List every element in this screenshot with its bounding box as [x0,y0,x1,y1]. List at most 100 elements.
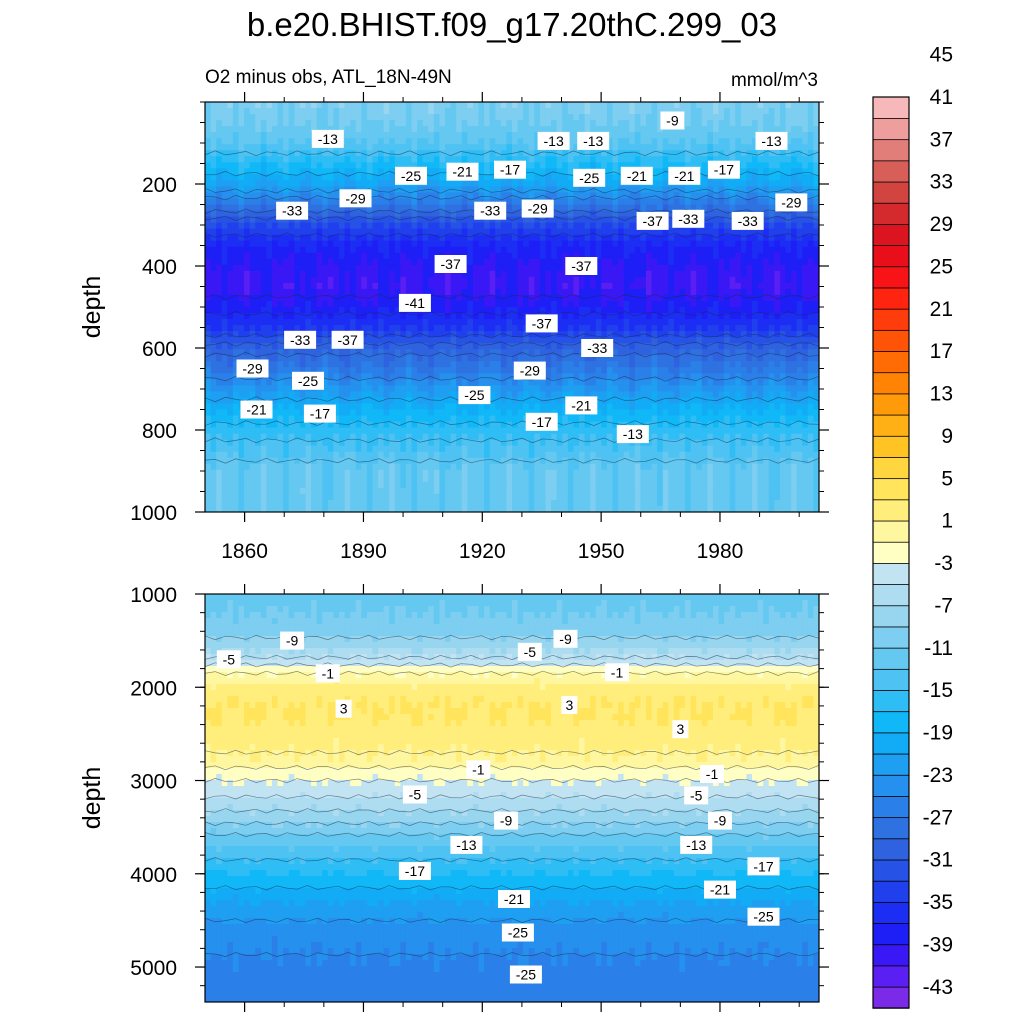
colorbar-label: -19 [923,722,953,745]
colorbar-swatch [872,795,910,819]
y-tick-label: 600 [142,338,177,361]
colorbar-swatch [872,838,910,861]
contour-label-text: -13 [318,131,338,147]
contour-label-text: -37 [337,332,357,348]
colorbar-swatch [872,816,910,840]
contour-label-text: -33 [738,213,758,229]
contour-label: -37 [636,211,669,230]
contour-label-text: -33 [678,211,698,227]
contour-label: -29 [236,359,269,378]
contour-label-text: -21 [710,882,730,898]
contour-label-text: -13 [686,837,706,853]
contour-label-text: -13 [623,426,643,442]
colorbar-swatch [872,668,910,691]
contour-label: -25 [747,907,780,926]
contour-label-text: -41 [405,295,425,311]
contour-label: -25 [501,923,534,942]
contour-label-text: 3 [340,701,348,717]
contour-label-text: -17 [310,406,330,422]
colorbar-label: -7 [934,595,953,618]
colorbar-swatch [872,562,910,585]
contour-label-text: -21 [627,168,647,184]
contour-label-text: -9 [666,113,679,129]
contour-label-text: -21 [246,402,266,418]
colorbar-swatch [872,753,910,776]
contour-label-text: -1 [706,766,719,782]
contour-label: -41 [398,293,431,312]
colorbar-label: -31 [923,849,953,872]
contour-label-text: -13 [761,133,781,149]
colorbar-label: 25 [930,256,953,279]
contour-label-text: -25 [508,925,528,941]
contour-label: 3 [672,720,689,739]
x-tick-label: 1920 [459,540,506,563]
contour-label-text: -29 [345,190,365,206]
y-axis-label: depth [78,276,106,339]
contour-label-text: -17 [500,162,520,178]
colorbar-swatch [872,774,910,797]
contour-label-text: -29 [781,194,801,210]
colorbar-swatch [872,138,910,162]
x-tick-label: 1890 [340,540,387,563]
contour-label: -33 [474,201,507,220]
colorbar-swatch [872,859,910,882]
plot-frame [204,593,820,1003]
contour-label-text: -29 [242,361,262,377]
contour-label-text: -13 [456,837,476,853]
colorbar: 45 41 37 33 29 25 21 17 13 9 5 1 -3 -7 -11 -15 -19 -23 -27… [872,44,953,1009]
contour-label: -33 [581,339,614,357]
x-tick-label: 1980 [697,540,744,563]
contour-label: -17 [398,862,431,880]
y-tick-label: 400 [142,256,177,279]
y-axis-label: depth [78,767,106,830]
contour-label-text: -1 [611,664,624,680]
y-tick-label: 800 [142,420,177,443]
y-tick-label: 4000 [130,864,177,887]
colorbar-swatch [872,266,910,289]
x-tick-label: 1860 [221,540,268,563]
contour-label-text: -29 [520,363,540,379]
colorbar-swatch [872,308,910,331]
contour-label-text: -17 [405,863,425,879]
contour-label-text: -25 [401,168,421,184]
y-tick-label: 1000 [130,584,177,607]
subtitle-variable-region: O2 minus obs, ATL_18N-49N [205,67,452,88]
contour-label: -5 [517,642,542,661]
contour-label: -37 [434,255,467,273]
contour-label-text: -9 [286,633,299,649]
contour-label: -29 [339,189,372,208]
contour-label: -33 [276,201,309,220]
colorbar-swatch [872,456,910,480]
contour-label: -33 [284,330,317,349]
contour-label-text: -29 [528,201,548,217]
contour-label: -13 [577,131,610,150]
colorbar-swatch [872,393,910,416]
colorbar-label: 13 [930,383,953,406]
contour-label: -25 [573,168,606,187]
contour-label: 3 [561,696,578,714]
contour-label: -25 [292,371,324,390]
contour-label-text: -9 [714,813,727,829]
contour-label: -21 [446,162,479,181]
contour-label-text: -25 [753,909,773,925]
colorbar-swatch [872,689,910,713]
colorbar-label: 33 [930,171,953,194]
colorbar-swatch [872,647,910,670]
contour-label: 3 [335,699,352,718]
contour-label-text: -37 [440,256,460,272]
colorbar-label: 45 [930,44,953,67]
contour-label: -25 [458,386,491,405]
contour-label-text: -37 [642,213,662,229]
contour-label: -5 [402,785,427,804]
contour-label: -21 [704,880,736,899]
contour-lines [205,150,819,464]
contour-label: -5 [216,650,241,669]
contour-label-text: -37 [571,258,591,274]
contour-label: -21 [668,166,701,185]
colorbar-swatch [872,435,910,458]
contour-label: -29 [521,199,554,218]
colorbar-swatch [872,223,910,247]
contour-label: -1 [700,765,724,783]
colorbar-label: 5 [941,467,953,490]
